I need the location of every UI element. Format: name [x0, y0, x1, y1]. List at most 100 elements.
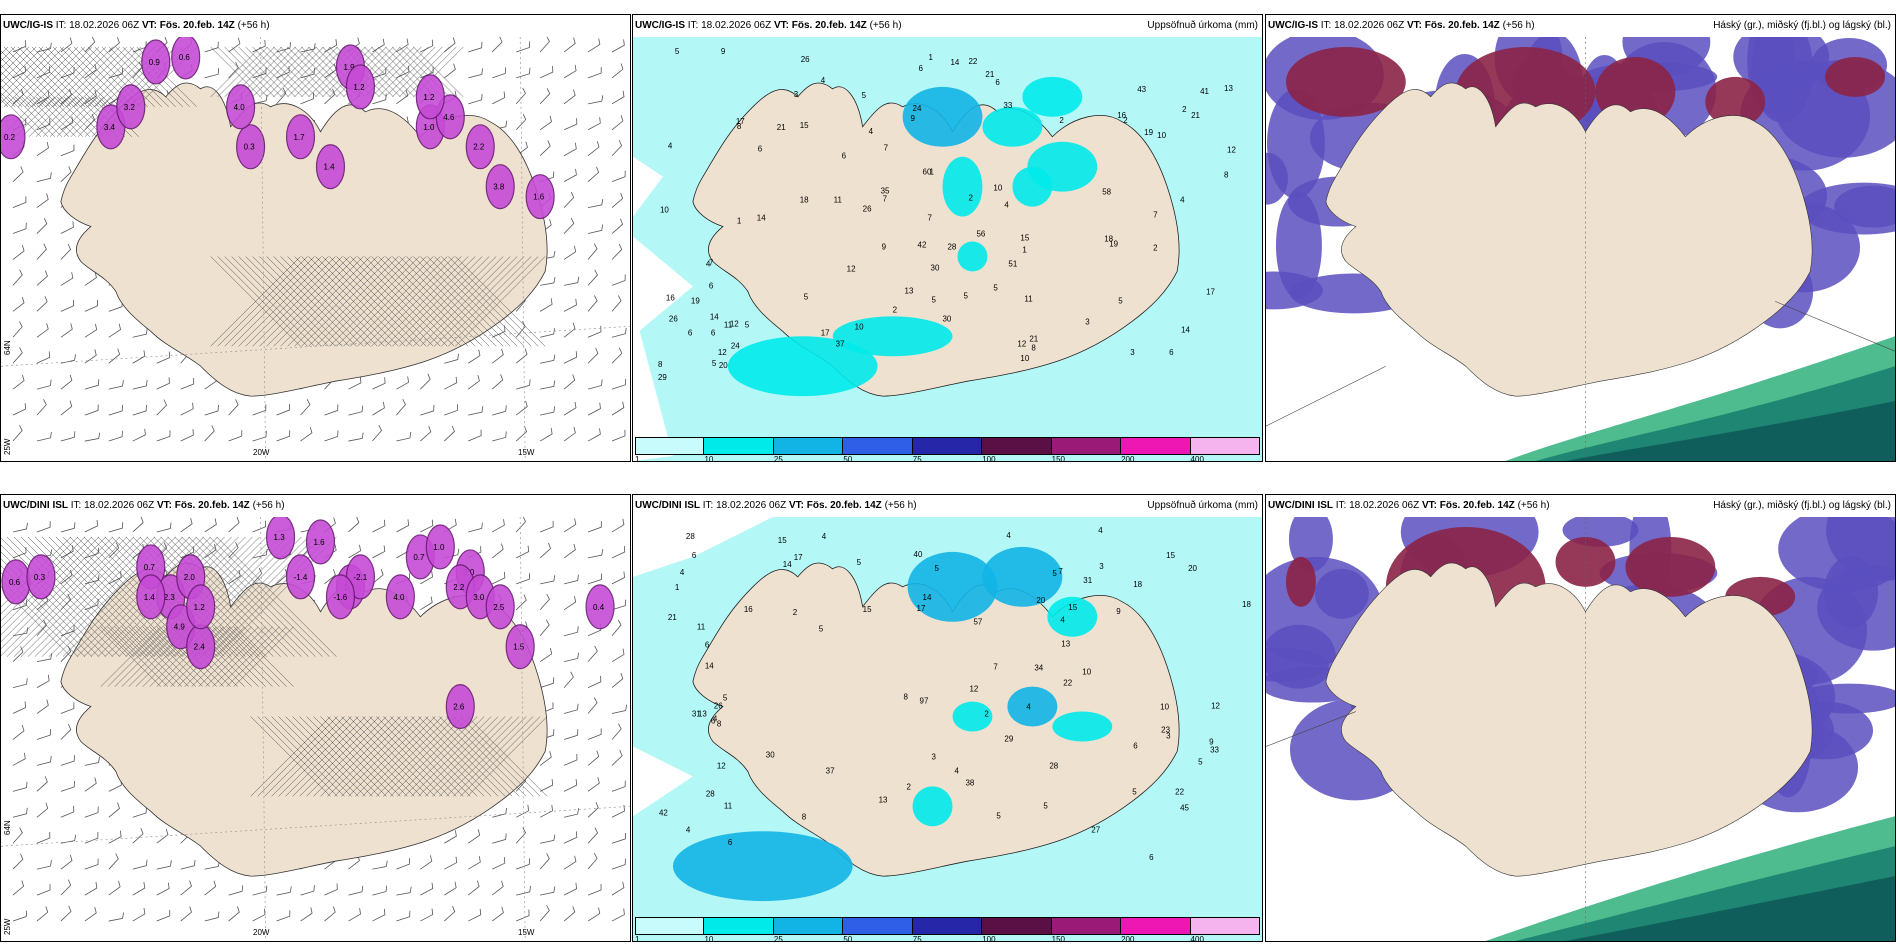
hatch-line	[271, 716, 352, 797]
wind-barb	[468, 68, 483, 79]
wind-barb	[228, 37, 241, 53]
pressure-label: 1.9	[343, 63, 355, 72]
wind-barb	[12, 724, 25, 740]
wind-barb	[611, 429, 626, 442]
legend-label: 1	[635, 455, 640, 462]
wind-barb	[60, 88, 72, 105]
precip-value: 12	[847, 264, 856, 273]
wind-barb	[60, 624, 75, 637]
wind-barb	[611, 295, 622, 312]
wind-barb	[36, 296, 48, 312]
hatch-line	[434, 256, 525, 347]
wind-barb	[611, 832, 627, 844]
wind-barb	[132, 859, 148, 870]
wind-barb	[12, 296, 25, 312]
wind-barb	[180, 517, 193, 533]
wind-barb	[36, 379, 52, 390]
wind-barb	[611, 704, 628, 714]
wind-barb	[539, 619, 550, 636]
wind-barb	[587, 402, 601, 416]
hatch-line	[1, 78, 30, 108]
legend-label: 25	[773, 935, 783, 942]
wind-barb	[276, 87, 287, 105]
precip-legend: 1 10 25 50 75 100 150 200 400	[635, 917, 1260, 942]
wind-barb	[60, 272, 74, 286]
pressure-blob	[585, 584, 615, 630]
precip-value: 17	[917, 604, 926, 613]
hatch-line	[27, 536, 148, 657]
precip-value: 35	[881, 187, 890, 196]
hatch-line	[385, 46, 436, 98]
hatch-line	[357, 256, 448, 347]
wind-barb	[108, 542, 120, 559]
wind-barb	[515, 87, 526, 105]
wind-barb	[60, 243, 72, 260]
wind-barb	[515, 594, 527, 611]
precip-region	[1052, 711, 1113, 742]
precip-value: 9	[882, 243, 887, 252]
hatch-line	[287, 46, 338, 98]
precip-value: 5	[963, 291, 968, 300]
precip-value: 5	[1132, 787, 1137, 796]
hatch-line	[56, 96, 98, 137]
precip-value: 6	[711, 717, 716, 726]
hatch-line	[38, 46, 100, 108]
precip-value: 18	[1242, 600, 1251, 609]
wind-barb	[444, 425, 455, 442]
precip-value: 15	[800, 121, 809, 130]
wind-barb	[12, 269, 23, 286]
wind-barb	[300, 907, 313, 922]
wind-barb	[36, 755, 52, 766]
hatch-line	[63, 96, 105, 137]
wind-barb	[611, 218, 624, 234]
precip-value: 6	[1149, 853, 1154, 862]
precip-value: 6	[711, 328, 716, 337]
wind-barb	[444, 905, 456, 922]
precip-region	[912, 786, 953, 827]
hatch-line	[224, 256, 315, 347]
wind-barb	[60, 116, 74, 131]
wind-barb	[36, 431, 52, 442]
wind-barb	[348, 376, 362, 390]
hatch-line	[259, 256, 350, 347]
wind-barb	[563, 882, 578, 896]
wind-barb	[587, 853, 598, 870]
hatch-line	[114, 626, 175, 687]
precip-value: 40	[914, 550, 923, 559]
wind-barb	[60, 834, 77, 844]
precip-value: 4	[1060, 616, 1065, 625]
hatch-line	[31, 46, 93, 108]
wind-barb	[444, 830, 457, 844]
wind-barb	[396, 38, 409, 53]
hatch-line	[1, 92, 16, 108]
pressure-label: 2.2	[473, 143, 485, 152]
high-cloud	[1285, 46, 1406, 117]
wind-barb	[12, 374, 25, 390]
wind-barb	[563, 729, 579, 740]
lon-label-15w: 15W	[518, 928, 535, 937]
wind-barb	[108, 348, 121, 364]
high-cloud	[1825, 56, 1886, 97]
precip-value: 22	[1175, 787, 1184, 796]
wind-barb	[60, 354, 76, 364]
wind-barb	[60, 323, 73, 338]
hatch-line	[399, 256, 490, 347]
precip-value: 2	[1153, 243, 1158, 252]
wind-barb	[324, 906, 336, 922]
wind-barb	[132, 404, 147, 416]
wind-map: 0.60.30.72.32.01.31.60.71.02.02.23.02.54…	[1, 517, 630, 941]
wind-barb	[396, 886, 412, 896]
wind-barb	[420, 596, 433, 611]
legend-label: 50	[843, 455, 853, 462]
pressure-blob	[285, 554, 316, 600]
hatch-line	[266, 256, 357, 347]
hatch-line	[191, 626, 252, 687]
hatch-line	[418, 716, 499, 797]
hatch-line	[100, 626, 161, 687]
wind-barb	[372, 545, 386, 559]
hatch-line	[264, 716, 345, 797]
wind-barb	[300, 426, 313, 442]
wind-map-svg: 0.2 3.4 0.9 0.6 0.3 1.7 1.4 1.9 1.0 4.6 2.2 3.8 1.6 1…	[1, 37, 630, 461]
precip-value: 3	[932, 752, 937, 761]
